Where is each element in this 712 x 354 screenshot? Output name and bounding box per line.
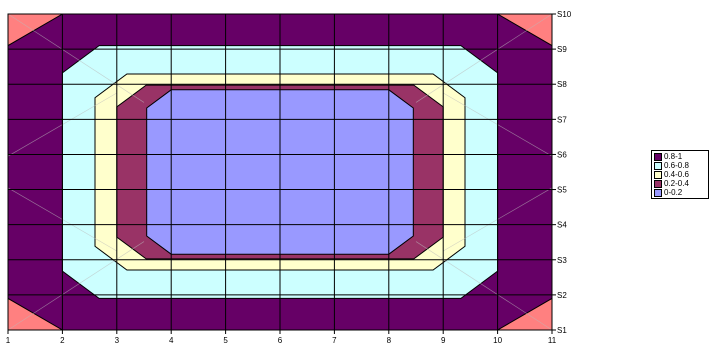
legend-swatch	[654, 152, 662, 161]
x-tick-label: 7	[332, 336, 337, 345]
legend-label: 0.4-0.6	[664, 170, 689, 179]
legend-swatch	[654, 170, 662, 179]
legend-item: 0.2-0.4	[654, 179, 706, 188]
legend-label: 0.2-0.4	[664, 179, 689, 188]
legend-label: 0.8-1	[664, 152, 683, 161]
x-tick-label: 3	[115, 336, 120, 345]
legend: 0.8-1 0.6-0.8 0.4-0.6 0.2-0.4 0-0.2	[651, 150, 709, 199]
x-tick-label: 2	[60, 336, 65, 345]
y-tick-label: S7	[557, 115, 567, 124]
legend-item: 0.4-0.6	[654, 170, 706, 179]
x-tick-label: 8	[387, 336, 392, 345]
y-tick-label: S1	[557, 326, 567, 335]
legend-swatch	[654, 188, 662, 197]
y-tick-label: S10	[557, 10, 572, 19]
y-tick-label: S6	[557, 150, 567, 159]
y-tick-label: S3	[557, 256, 567, 265]
x-tick-label: 1	[6, 336, 11, 345]
wireframe-line	[7, 13, 145, 103]
legend-label: 0-0.2	[664, 188, 683, 197]
legend-swatch	[654, 179, 662, 188]
wireframe-line	[415, 241, 553, 331]
wireframe-line	[7, 241, 145, 331]
legend-swatch	[654, 161, 662, 170]
y-tick-label: S8	[557, 80, 567, 89]
x-tick-label: 5	[223, 336, 228, 345]
y-tick-label: S9	[557, 45, 567, 54]
legend-item: 0.8-1	[654, 152, 706, 161]
y-tick-label: S5	[557, 186, 567, 195]
wireframe-line	[415, 13, 553, 103]
x-tick-label: 9	[441, 336, 446, 345]
y-tick-label: S2	[557, 291, 567, 300]
legend-item: 0.6-0.8	[654, 161, 706, 170]
x-tick-label: 6	[278, 336, 283, 345]
legend-label: 0.6-0.8	[664, 161, 689, 170]
legend-item: 0-0.2	[654, 188, 706, 197]
x-tick-label: 11	[548, 336, 557, 345]
x-tick-label: 4	[169, 336, 174, 345]
x-tick-label: 10	[493, 336, 502, 345]
y-tick-label: S4	[557, 221, 567, 230]
